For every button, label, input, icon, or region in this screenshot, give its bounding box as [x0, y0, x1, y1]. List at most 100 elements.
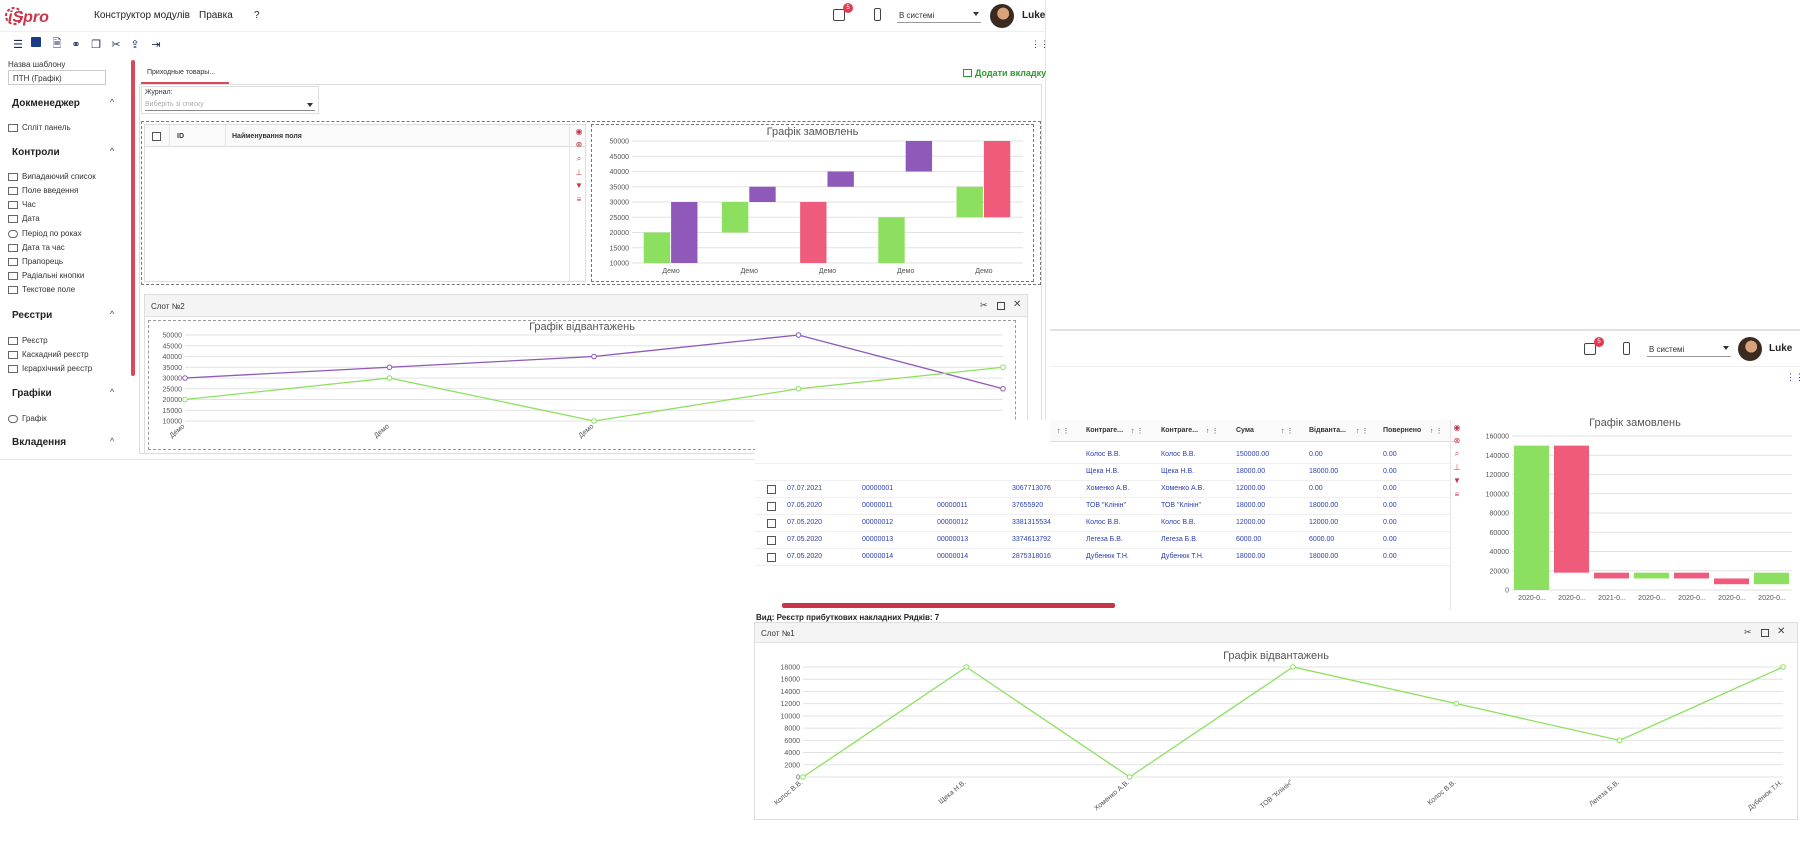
- pin-icon[interactable]: ⊥: [575, 168, 583, 177]
- sidebar-item-textfield[interactable]: Текстове поле: [8, 285, 75, 294]
- table-row[interactable]: 07.07.2021 00000001 3067713076 Хоменко А.В.…: [755, 481, 1450, 498]
- chevron-up-icon[interactable]: ^: [110, 309, 115, 319]
- journal-select[interactable]: Виберіть зі списку: [145, 99, 315, 111]
- section-docmanager[interactable]: Докменеджер: [12, 98, 80, 109]
- section-controls[interactable]: Контроли: [12, 147, 60, 158]
- filter-icon[interactable]: ▼: [575, 181, 583, 190]
- sidebar-item-year-period[interactable]: Період по роках: [8, 229, 82, 238]
- sidebar-item-split-panel[interactable]: Спліт панель: [8, 123, 71, 132]
- section-registries[interactable]: Реєстри: [12, 310, 53, 321]
- horizontal-scrollbar[interactable]: [782, 603, 1115, 608]
- sort-arrows-icon[interactable]: ↑ ⋮: [1356, 428, 1369, 435]
- mobile-icon[interactable]: [1623, 342, 1630, 355]
- menu-module-constructor[interactable]: Конструктор модулів: [94, 10, 190, 21]
- add-tab-button[interactable]: Додати вкладку: [963, 67, 1046, 79]
- column-counterparty-1[interactable]: Контраге...: [1086, 427, 1124, 434]
- template-name-input[interactable]: ПТН (Графік): [8, 70, 106, 85]
- sort-arrows-icon[interactable]: ↑ ⋮: [1430, 428, 1443, 435]
- calendar-icon[interactable]: [1584, 343, 1596, 355]
- preview-icon[interactable]: 🗎: [52, 37, 62, 50]
- sort-arrows-icon[interactable]: ↑ ⋮: [1206, 428, 1219, 435]
- sidebar-item-cascade-registry[interactable]: Каскадний реєстр: [8, 350, 89, 359]
- chevron-up-icon[interactable]: ^: [110, 97, 115, 107]
- menu-help[interactable]: ?: [254, 10, 260, 21]
- sort-icon[interactable]: ≡: [576, 195, 582, 204]
- tab-incoming-goods[interactable]: Приходные товары...: [141, 64, 229, 84]
- mobile-icon[interactable]: [874, 8, 881, 21]
- table-row[interactable]: 07.05.2020 00000014 00000014 2875318016 Дубе…: [755, 549, 1450, 566]
- avatar[interactable]: [1738, 337, 1762, 361]
- row-checkbox[interactable]: [767, 553, 776, 562]
- close-icon[interactable]: ✕: [1013, 299, 1022, 310]
- column-shipped[interactable]: Відванта...: [1309, 427, 1346, 434]
- sidebar-item-chart[interactable]: Графік: [8, 414, 47, 423]
- unpin-icon[interactable]: ✂: [1744, 627, 1752, 637]
- sort-arrows-icon[interactable]: ↑ ⋮: [1281, 428, 1294, 435]
- column-id[interactable]: ID: [177, 133, 184, 140]
- menu-edit[interactable]: Правка: [199, 10, 233, 21]
- table-row[interactable]: Колос В.В. Колос В.В. 150000.00 0.00 0.00: [755, 447, 1450, 464]
- chevron-up-icon[interactable]: ^: [110, 436, 115, 446]
- sidebar-item-dropdown[interactable]: Випадаючий список: [8, 172, 96, 181]
- status-select[interactable]: В системі: [897, 8, 981, 23]
- sidebar-item-checkbox[interactable]: Прапорець: [8, 257, 63, 266]
- link-icon[interactable]: ⚭: [71, 38, 81, 51]
- row-checkbox[interactable]: [767, 536, 776, 545]
- column-returned[interactable]: Повернено: [1383, 427, 1422, 434]
- maximize-icon[interactable]: [997, 302, 1005, 310]
- unpin-icon[interactable]: ✂: [980, 300, 988, 310]
- column-sum[interactable]: Сума: [1236, 427, 1254, 434]
- search-icon[interactable]: ⌕: [1454, 449, 1460, 458]
- sidebar-item-date[interactable]: Дата: [8, 214, 40, 223]
- table-row[interactable]: Щека Н.В. Щека Н.В. 18000.00 18000.00 0.00: [755, 464, 1450, 481]
- column-field-name[interactable]: Найменування поля: [232, 133, 302, 140]
- section-charts[interactable]: Графіки: [12, 388, 52, 399]
- sidebar-item-registry[interactable]: Реєстр: [8, 336, 48, 345]
- user-name[interactable]: Luke: [1769, 343, 1793, 354]
- table-row[interactable]: 07.05.2020 00000012 00000012 3381315534 Коло…: [755, 515, 1450, 532]
- calendar-icon[interactable]: [833, 9, 845, 21]
- filter-icon[interactable]: ▼: [1453, 476, 1461, 485]
- exit-icon[interactable]: ⇥: [151, 38, 161, 51]
- chevron-up-icon[interactable]: ^: [110, 387, 115, 397]
- list-icon[interactable]: ☰: [13, 38, 23, 51]
- eye-icon[interactable]: ◉: [575, 127, 583, 136]
- chevron-up-icon[interactable]: ^: [110, 146, 115, 156]
- cut-icon[interactable]: ✂: [111, 38, 121, 51]
- pin-icon[interactable]: ⊥: [1453, 463, 1461, 472]
- sidebar-scrollbar[interactable]: [131, 60, 135, 376]
- settings-icon[interactable]: ⊗: [1453, 436, 1461, 445]
- save-icon[interactable]: [31, 37, 41, 47]
- sort-arrows-icon[interactable]: ↑ ⋮: [1057, 428, 1070, 435]
- close-icon[interactable]: ✕: [1777, 626, 1786, 637]
- avatar[interactable]: [990, 4, 1014, 28]
- cell-code: 2875318016: [1012, 553, 1051, 560]
- table-row[interactable]: 07.05.2020 00000011 00000011 37655920 ТОВ "К…: [755, 498, 1450, 515]
- select-all-checkbox[interactable]: [152, 132, 161, 141]
- import-icon[interactable]: ⇪: [130, 38, 140, 51]
- search-icon[interactable]: ⌕: [576, 154, 582, 163]
- sort-icon[interactable]: ≡: [1454, 490, 1460, 499]
- grid-dots-icon[interactable]: ⋮⋮: [1031, 38, 1049, 49]
- sort-arrows-icon[interactable]: ↑ ⋮: [1131, 428, 1144, 435]
- status-select[interactable]: В системі: [1647, 342, 1731, 357]
- sidebar-item-datetime[interactable]: Дата та час: [8, 243, 65, 252]
- y-tick-label: 50000: [163, 333, 183, 340]
- sidebar-item-hierarchy-registry[interactable]: Ієрархічний реєстр: [8, 364, 92, 373]
- table-row[interactable]: 07.05.2020 00000013 00000013 3374613792 Леге…: [755, 532, 1450, 549]
- grid-dots-icon[interactable]: ⋮⋮: [1786, 372, 1800, 382]
- row-checkbox[interactable]: [767, 519, 776, 528]
- maximize-icon[interactable]: [1761, 629, 1769, 637]
- copy-icon[interactable]: ❐: [91, 38, 101, 51]
- app-logo[interactable]: iSpro: [4, 2, 58, 30]
- row-checkbox[interactable]: [767, 485, 776, 494]
- sidebar-item-time[interactable]: Час: [8, 200, 36, 209]
- sidebar-item-input[interactable]: Поле введення: [8, 186, 78, 195]
- section-attachments[interactable]: Вкладення: [12, 437, 67, 448]
- settings-icon[interactable]: ⊗: [575, 140, 583, 149]
- column-counterparty-2[interactable]: Контраге...: [1161, 427, 1199, 434]
- sidebar-item-radio[interactable]: Радіальні кнопки: [8, 271, 84, 280]
- user-name[interactable]: Luke: [1022, 10, 1046, 21]
- eye-icon[interactable]: ◉: [1453, 423, 1461, 432]
- row-checkbox[interactable]: [767, 502, 776, 511]
